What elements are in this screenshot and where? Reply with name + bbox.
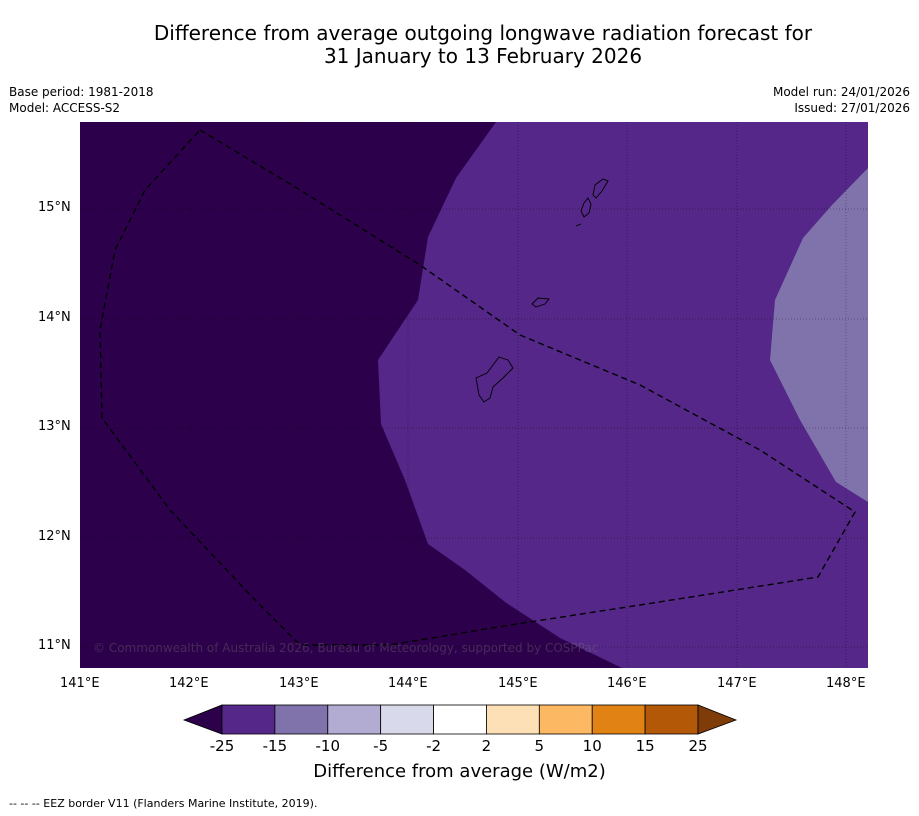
saipan-island: [592, 178, 609, 199]
colorbar-tick-label: 5: [534, 737, 545, 755]
chart-title: Difference from average outgoing longwav…: [0, 22, 919, 68]
lat-tick-14n: 14°N: [38, 310, 71, 325]
colorbar-bin: [486, 704, 540, 735]
colorbar-tick-label: -2: [426, 737, 442, 755]
meta-right: Model run: 24/01/2026 Issued: 27/01/2026: [773, 84, 910, 116]
olr-region-minus10: [770, 168, 868, 502]
colorbar-bins: [221, 704, 699, 735]
eez-legend-note: -- -- -- EEZ border V11 (Flanders Marine…: [9, 797, 318, 810]
olr-region-minus15: [378, 122, 868, 668]
lon-tick-143e: 143°E: [279, 676, 319, 691]
eez-border: [99, 129, 856, 646]
grid-lines: [80, 122, 868, 668]
colorbar-bin: [221, 704, 276, 735]
lat-tick-11n: 11°N: [38, 638, 71, 653]
colorbar-bin: [380, 704, 434, 735]
colorbar-bin: [327, 704, 382, 735]
title-line-2: 31 January to 13 February 2026: [323, 44, 643, 68]
guam-island: [475, 356, 514, 403]
lon-tick-148e: 148°E: [826, 676, 866, 691]
colorbar-tick-label: 10: [582, 737, 602, 755]
colorbar-tick-label: -10: [315, 737, 341, 755]
colorbar-bin: [644, 704, 699, 735]
meta-left: Base period: 1981-2018 Model: ACCESS-S2: [9, 84, 154, 116]
lon-tick-144e: 144°E: [388, 676, 428, 691]
base-period: Base period: 1981-2018: [9, 85, 154, 99]
colorbar-tick-label: 2: [481, 737, 492, 755]
colorbar-bin: [538, 704, 593, 735]
map-area: [80, 122, 868, 668]
title-line-1: Difference from average outgoing longwav…: [153, 21, 813, 45]
lon-tick-145e: 145°E: [498, 676, 538, 691]
colorbar-tick-label: -5: [373, 737, 389, 755]
lon-tick-146e: 146°E: [607, 676, 647, 691]
tinian-island: [580, 197, 592, 218]
colorbar-bin: [274, 704, 329, 735]
colorbar-high-extension: [697, 704, 738, 735]
colorbar: [182, 704, 738, 735]
lat-tick-13n: 13°N: [38, 419, 71, 434]
model-name: Model: ACCESS-S2: [9, 101, 121, 115]
colorbar-tick-label: -15: [262, 737, 288, 755]
aguijan-island: [575, 223, 582, 227]
issued-date: Issued: 27/01/2026: [794, 101, 910, 115]
colorbar-bin: [433, 704, 487, 735]
colorbar-tick-label: -25: [209, 737, 235, 755]
copyright-watermark: © Commonwealth of Australia 2026, Bureau…: [93, 641, 599, 655]
rota-island: [531, 297, 550, 308]
lat-tick-12n: 12°N: [38, 529, 71, 544]
colorbar-low-extension: [182, 704, 223, 735]
model-run: Model run: 24/01/2026: [772, 85, 910, 99]
colorbar-title: Difference from average (W/m2): [313, 761, 606, 782]
colorbar-tick-label: 15: [635, 737, 655, 755]
lon-tick-142e: 142°E: [169, 676, 209, 691]
lon-tick-147e: 147°E: [717, 676, 757, 691]
colorbar-tick-label: 25: [688, 737, 708, 755]
lon-tick-141e: 141°E: [60, 676, 100, 691]
colorbar-bin: [591, 704, 646, 735]
lat-tick-15n: 15°N: [38, 200, 71, 215]
